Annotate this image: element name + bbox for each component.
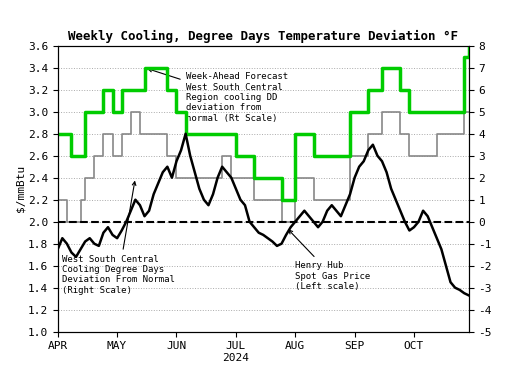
Y-axis label: $/mmBtu: $/mmBtu xyxy=(15,165,25,212)
Text: West South Central
Cooling Degree Days
Deviation From Normal
(Right Scale): West South Central Cooling Degree Days D… xyxy=(62,182,175,295)
Text: Week-Ahead Forecast
West South Central
Region cooling DD
deviation from
normal (: Week-Ahead Forecast West South Central R… xyxy=(149,68,288,123)
Title: Weekly Cooling, Degree Days Temperature Deviation °F: Weekly Cooling, Degree Days Temperature … xyxy=(68,30,458,43)
Text: Henry Hub
Spot Gas Price
(Left scale): Henry Hub Spot Gas Price (Left scale) xyxy=(289,230,371,291)
